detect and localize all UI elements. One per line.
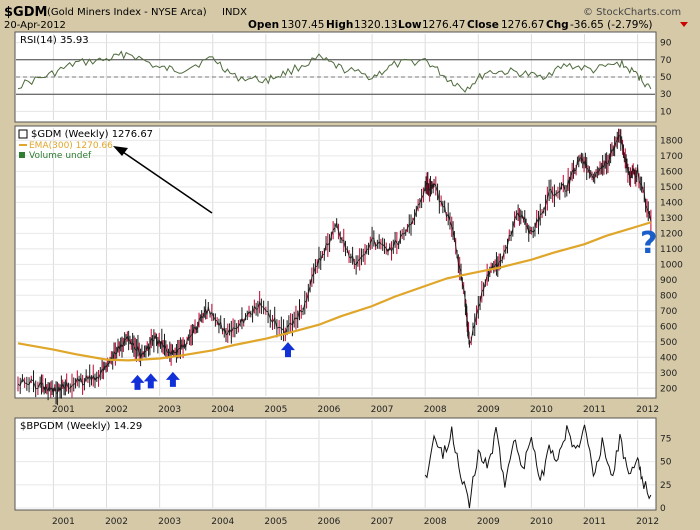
price-tick-label: 1700	[660, 152, 683, 162]
x-tick-label: 2011	[583, 405, 606, 415]
x-tick-label: 2008	[424, 517, 447, 527]
close-value: 1276.67	[501, 19, 544, 31]
price-tick-label: 1300	[660, 214, 683, 224]
bars-icon	[18, 129, 28, 139]
ema-legend: EMA(300) 1270.66	[29, 141, 113, 151]
price-tick-label: 1100	[660, 245, 683, 255]
chart-exchange: INDX	[222, 7, 247, 18]
x-tick-label: 2010	[530, 405, 553, 415]
rsi-tick-label: 10	[660, 107, 672, 117]
blue-up-arrow-icon	[130, 374, 145, 390]
ratio-tick-label: 50	[660, 458, 672, 468]
chg-value: -36.65 (-2.79%)	[570, 19, 653, 31]
chart-date: 20-Apr-2012	[4, 20, 66, 31]
x-tick-label: 2012	[636, 405, 659, 415]
price-tick-label: 1000	[660, 260, 683, 270]
rsi-tick-label: 30	[660, 90, 672, 100]
price-tick-label: 1800	[660, 136, 683, 146]
x-tick-label: 2010	[530, 517, 553, 527]
high-label: High	[326, 19, 353, 31]
price-panel: 200 300 400 500 600 700 800 900 1000 1100 1200 1300…	[14, 125, 683, 415]
price-tick-label: 1400	[660, 198, 683, 208]
x-tick-label: 2003	[158, 405, 181, 415]
blue-up-arrow-icon	[280, 342, 295, 358]
x-tick-label: 2002	[105, 517, 128, 527]
price-tick-label: 900	[660, 276, 677, 286]
open-label: Open	[248, 19, 279, 31]
blue-up-arrow-icon	[165, 371, 180, 387]
ratio-tick-label: 0	[660, 504, 666, 514]
x-tick-label: 2001	[52, 517, 75, 527]
price-tick-label: 600	[660, 322, 677, 332]
volume-legend: Volume undef	[29, 151, 92, 161]
x-tick-label: 2007	[371, 517, 394, 527]
volume-legend-swatch	[19, 152, 25, 158]
price-tick-label: 1500	[660, 183, 683, 193]
x-tick-label: 2006	[318, 517, 341, 527]
close-label: Close	[467, 19, 499, 31]
high-value: 1320.13	[354, 19, 397, 31]
ema-line	[17, 221, 652, 362]
x-tick-label: 2012	[636, 517, 659, 527]
x-tick-label: 2002	[105, 405, 128, 415]
low-label: Low	[398, 19, 422, 31]
ratio-legend: $BPGDM (Weekly) 14.29	[20, 421, 142, 432]
ratio-line	[424, 424, 652, 509]
x-tick-label: 2001	[52, 405, 75, 415]
price-tick-label: 200	[660, 384, 677, 394]
x-tick-label: 2011	[583, 517, 606, 527]
chart-symbol: $GDM	[4, 5, 47, 20]
open-value: 1307.45	[281, 19, 324, 31]
x-tick-label: 2008	[424, 405, 447, 415]
x-tick-label: 2003	[158, 517, 181, 527]
ratio-tick-label: 75	[660, 435, 671, 445]
blue-up-arrow-icon	[143, 373, 158, 389]
x-tick-label: 2005	[264, 405, 287, 415]
price-tick-label: 1200	[660, 229, 683, 239]
x-tick-label: 2004	[211, 405, 234, 415]
annotation-arrowhead	[113, 146, 128, 156]
down-triangle-icon	[680, 22, 688, 27]
price-tick-label: 500	[660, 338, 677, 348]
watermark: © StockCharts.com	[583, 7, 681, 18]
price-legend: $GDM (Weekly) 1276.67	[31, 129, 153, 140]
rsi-tick-label: 50	[660, 73, 672, 83]
ohlc-quote: Open 1307.45 High 1320.13 Low 1276.47 Cl…	[248, 19, 653, 31]
rsi-panel: RSI(14) 35.93 10 30 50 70 90	[14, 31, 672, 123]
chart-symbol-name: (Gold Miners Index - NYSE Arca)	[47, 7, 207, 18]
price-tick-label: 800	[660, 291, 677, 301]
price-line	[17, 135, 652, 395]
price-tick-label: 300	[660, 369, 677, 379]
x-tick-label: 2009	[477, 405, 500, 415]
rsi-line	[17, 50, 652, 93]
rsi-tick-label: 70	[660, 56, 672, 66]
ratio-tick-label: 25	[660, 481, 671, 491]
x-tick-label: 2005	[264, 517, 287, 527]
x-tick-label: 2009	[477, 517, 500, 527]
price-tick-label: 1600	[660, 167, 683, 177]
question-mark-annotation: ?	[640, 226, 657, 261]
ratio-panel: $BPGDM (Weekly) 14.29 0 25 50 75 2001 2002 20…	[14, 417, 672, 527]
rsi-tick-label: 90	[660, 39, 672, 49]
x-tick-label: 2007	[371, 405, 394, 415]
rsi-legend: RSI(14) 35.93	[20, 35, 89, 46]
price-tick-label: 400	[660, 353, 677, 363]
price-tick-label: 700	[660, 307, 677, 317]
annotation-arrow	[119, 149, 213, 214]
chg-label: Chg	[546, 19, 569, 31]
low-value: 1276.47	[422, 19, 465, 31]
x-tick-label: 2004	[211, 517, 234, 527]
x-tick-label: 2006	[318, 405, 341, 415]
